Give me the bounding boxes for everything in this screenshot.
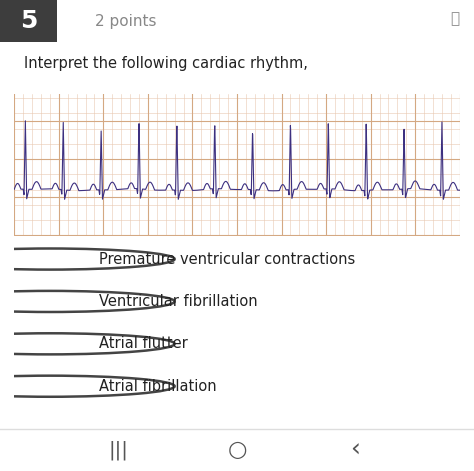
Text: Premature ventricular contractions: Premature ventricular contractions [99,252,355,267]
Text: 5: 5 [20,9,37,33]
Text: 2 points: 2 points [95,14,156,29]
Text: ‹: ‹ [350,438,361,462]
Text: |||: ||| [109,440,128,460]
Text: Atrial fibrillation: Atrial fibrillation [99,379,217,394]
Text: Atrial flutter: Atrial flutter [99,336,188,351]
FancyBboxPatch shape [0,0,57,42]
Text: Ventricular fibrillation: Ventricular fibrillation [99,294,257,309]
Text: ○: ○ [228,440,246,460]
Text: Interpret the following cardiac rhythm,: Interpret the following cardiac rhythm, [24,56,308,71]
Text: 📌: 📌 [450,12,460,26]
